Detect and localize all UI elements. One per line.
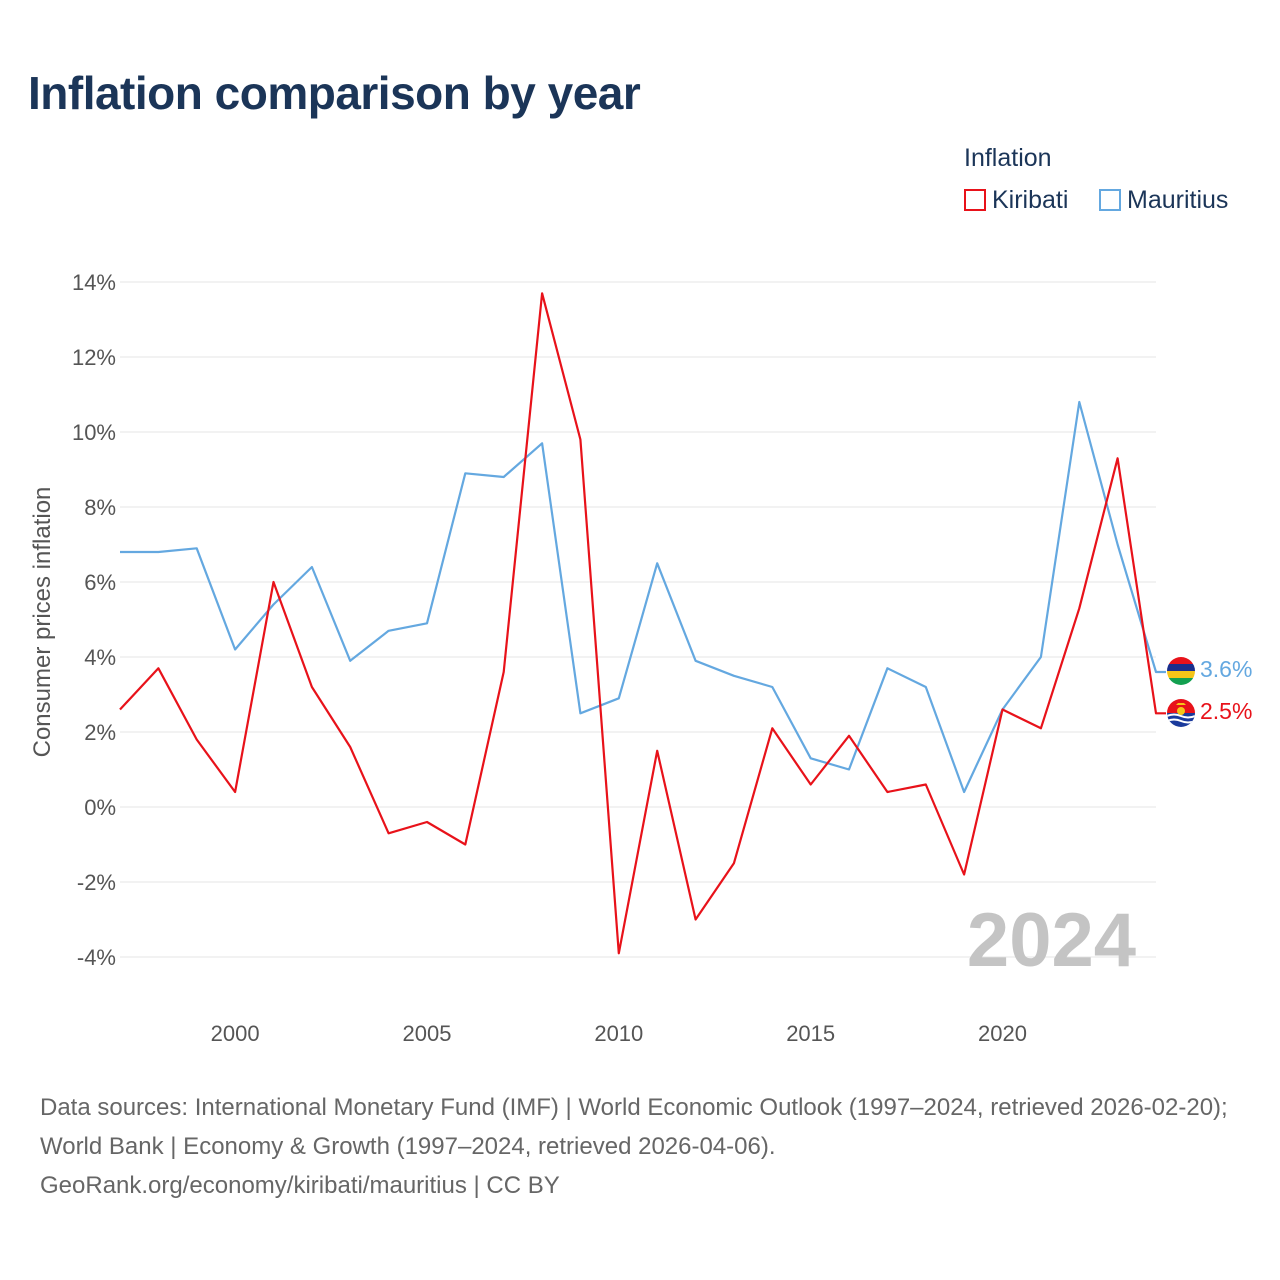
- y-tick-label: 2%: [84, 720, 116, 745]
- y-tick-label: -2%: [77, 870, 116, 895]
- y-tick-label: 14%: [72, 270, 116, 295]
- source-line-2: GeoRank.org/economy/kiribati/mauritius |…: [40, 1172, 560, 1199]
- legend-item-kiribati[interactable]: Kiribati: [964, 186, 1068, 214]
- y-tick-label: 4%: [84, 645, 116, 670]
- series-lines: [119, 292, 1166, 955]
- grid-lines: [120, 281, 1156, 958]
- series-line-kiribati: [119, 292, 1166, 955]
- chart-title: Inflation comparison by year: [28, 67, 641, 119]
- x-tick-label: 2020: [978, 1021, 1027, 1046]
- legend-label-kiribati: Kiribati: [992, 185, 1069, 214]
- series-line-mauritius: [120, 400, 1166, 794]
- y-tick-label: 12%: [72, 345, 116, 370]
- end-label-kiribati: 2.5%: [1200, 698, 1252, 724]
- y-tick-label: 0%: [84, 795, 116, 820]
- end-label-mauritius: 3.6%: [1200, 656, 1252, 682]
- source-line-1: Data sources: International Monetary Fun…: [40, 1094, 1228, 1160]
- x-tick-label: 2000: [211, 1021, 260, 1046]
- data-source-note: Data sources: International Monetary Fun…: [40, 1088, 1250, 1205]
- x-axis-ticks: 2000 2005 2010 2015 2020: [211, 1021, 1027, 1046]
- year-watermark: 2024: [967, 898, 1136, 983]
- x-tick-label: 2010: [594, 1021, 643, 1046]
- legend-label-mauritius: Mauritius: [1127, 185, 1229, 214]
- y-tick-label: 10%: [72, 420, 116, 445]
- y-tick-label: -4%: [77, 945, 116, 970]
- x-tick-label: 2005: [402, 1021, 451, 1046]
- y-tick-label: 6%: [84, 570, 116, 595]
- legend-swatch-kiribati: [964, 189, 986, 211]
- y-axis-label: Consumer prices inflation: [29, 487, 56, 758]
- y-tick-label: 8%: [84, 495, 116, 520]
- legend-title: Inflation: [964, 144, 1052, 172]
- legend-item-mauritius[interactable]: Mauritius: [1099, 186, 1228, 214]
- kiribati-flag-icon: [1167, 699, 1195, 727]
- x-tick-label: 2015: [786, 1021, 835, 1046]
- legend-swatch-mauritius: [1099, 189, 1121, 211]
- mauritius-flag-icon: [1167, 657, 1195, 685]
- y-axis-ticks: 14% 12% 10% 8% 6% 4% 2% 0% -2% -4%: [72, 270, 116, 970]
- line-chart: 14%12%10%8%6%4%2%0%-2%-4% 2000 2005 2010 20…: [29, 270, 1252, 1046]
